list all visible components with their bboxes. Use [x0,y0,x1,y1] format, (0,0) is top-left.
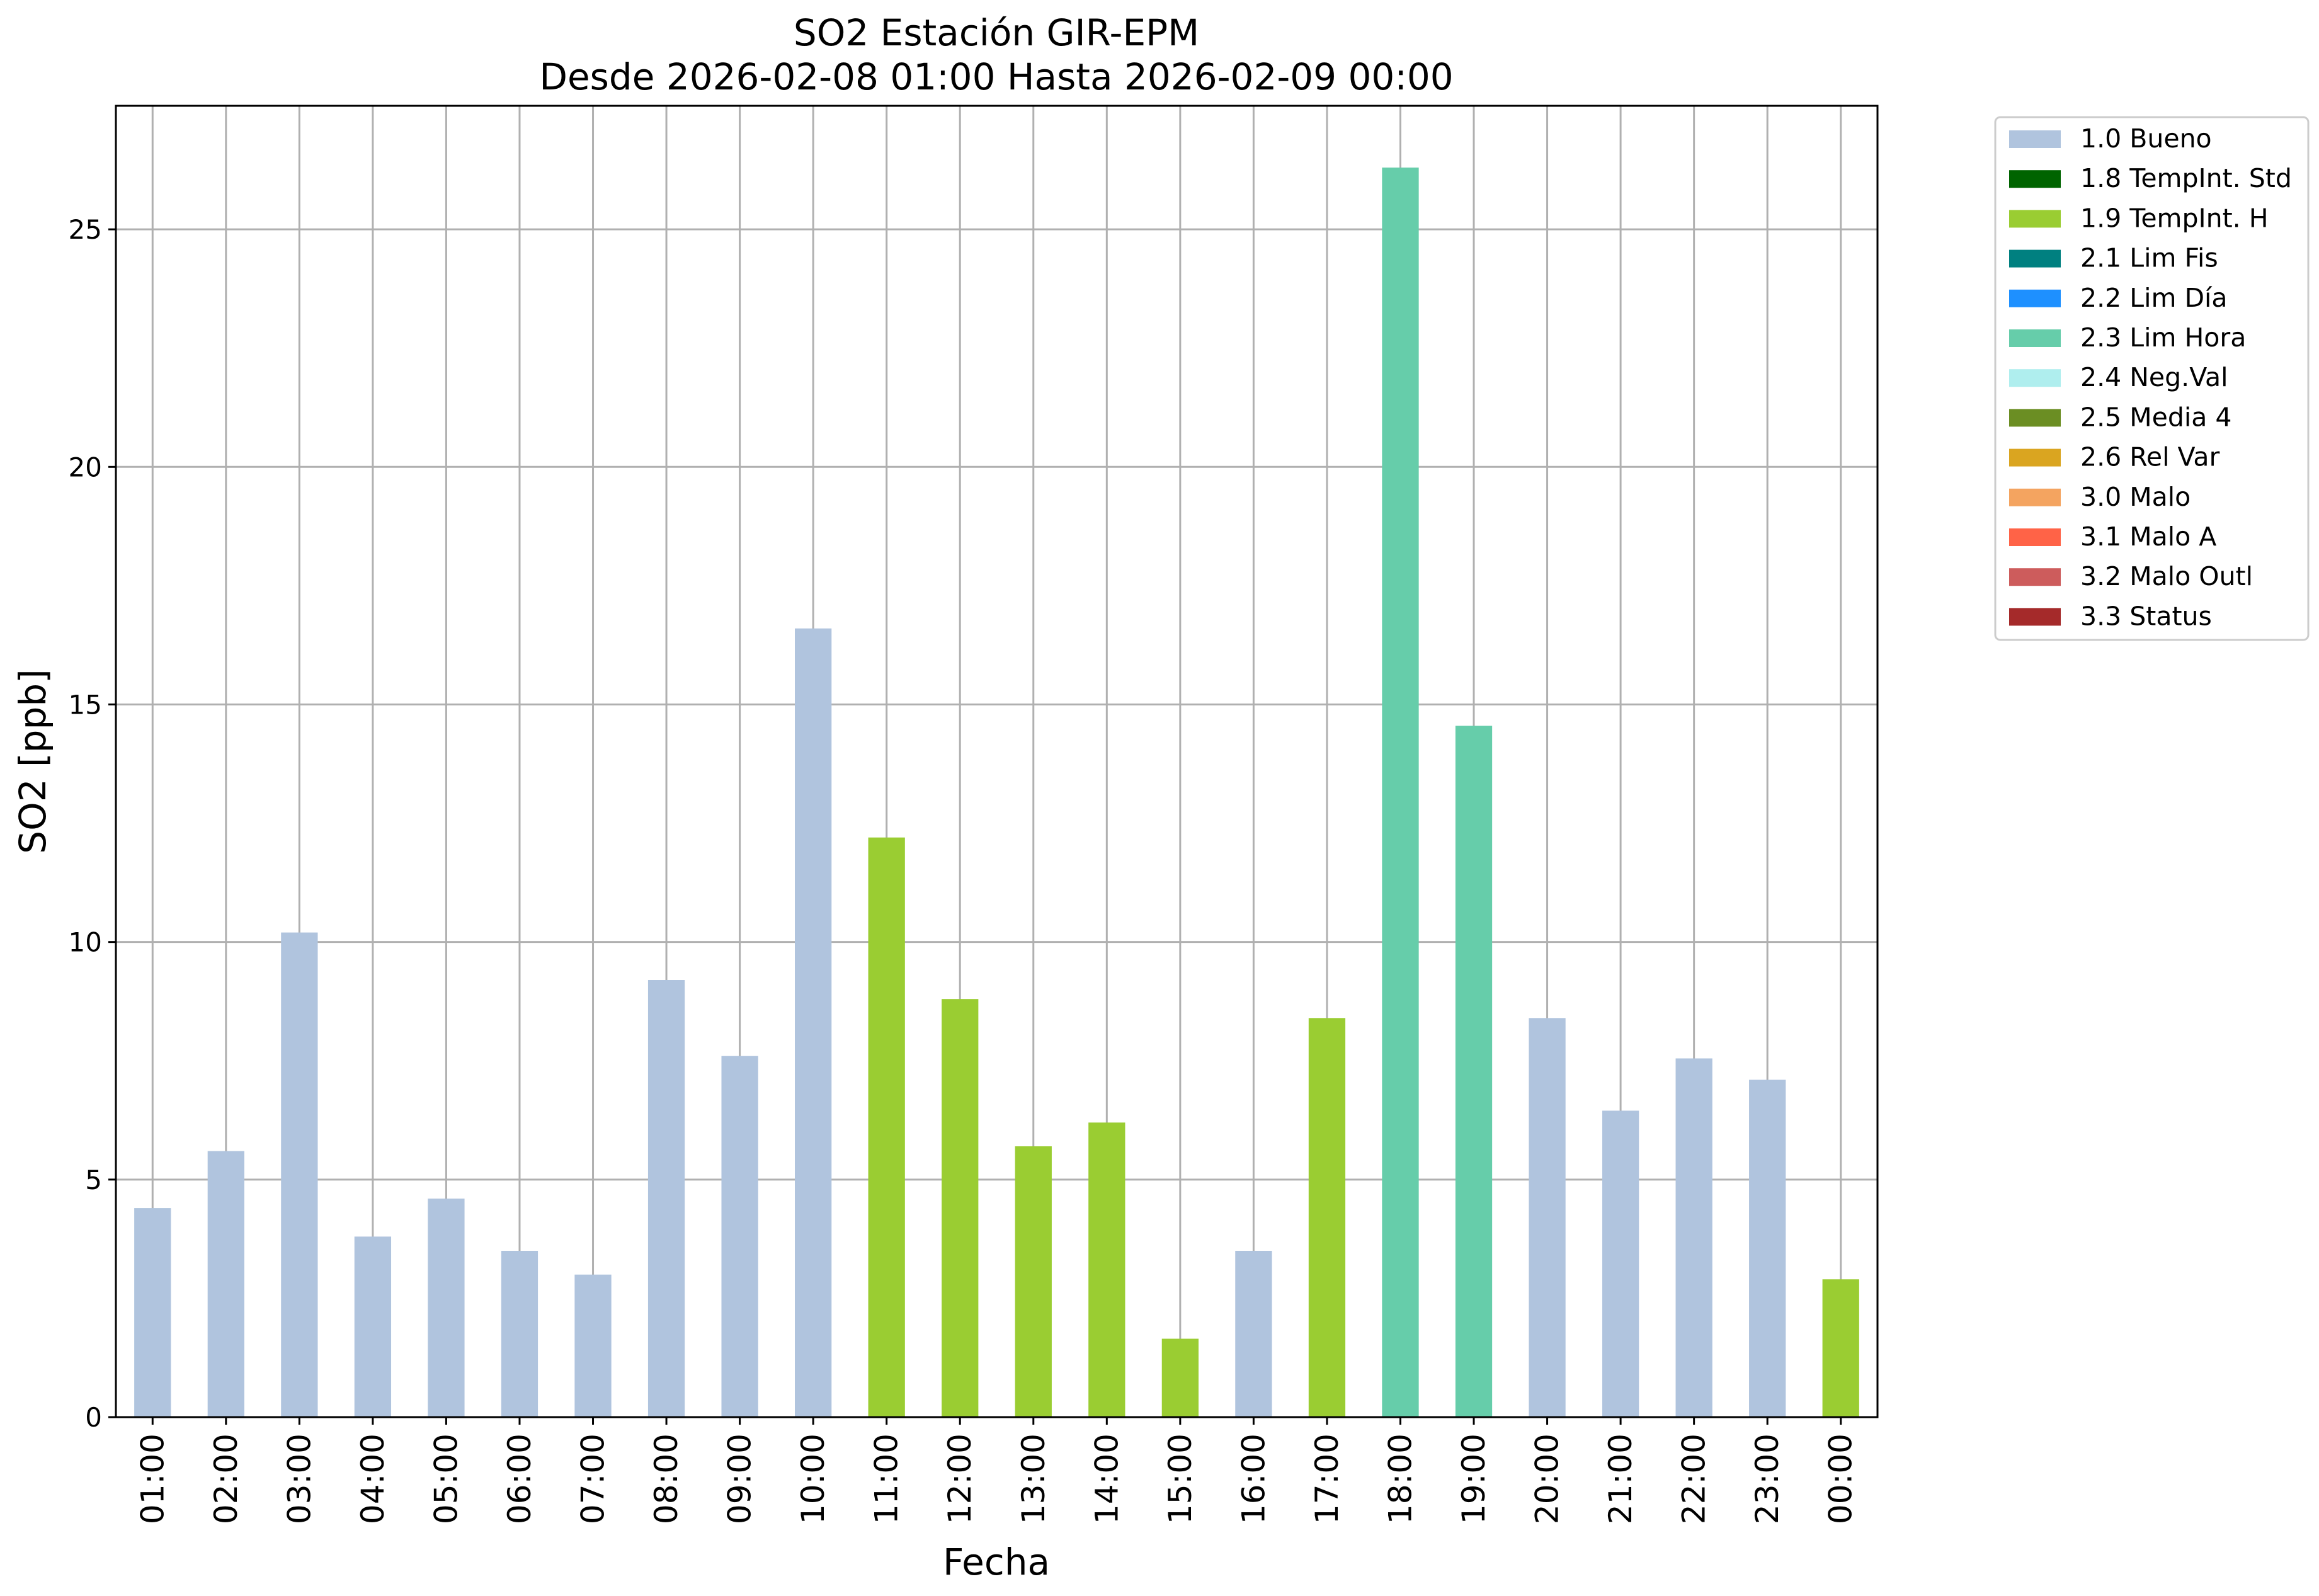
y-tick-label: 5 [85,1165,102,1195]
bar-2300 [1749,1080,1786,1417]
x-tick-label: 12:00 [942,1434,978,1524]
x-tick-label: 05:00 [428,1434,464,1524]
legend-swatch [2009,170,2061,188]
bar-1600 [1235,1250,1272,1417]
x-tick-label: 00:00 [1823,1434,1859,1524]
bar-1700 [1308,1018,1346,1417]
bar-0900 [721,1056,758,1417]
legend-swatch [2009,608,2061,626]
x-tick-label: 22:00 [1676,1434,1712,1524]
legend-label: 2.3 Lim Hora [2080,322,2246,353]
chart-title: SO2 Estación GIR-EPM [794,11,1199,54]
legend: 1.0 Bueno 1.8 TempInt. Std 1.9 TempInt. H 2… [1994,116,2310,641]
legend-swatch [2009,448,2061,467]
x-tick-label: 15:00 [1162,1434,1199,1524]
bars [134,168,1859,1418]
y-axis-ticks: 0 5 10 15 20 25 [69,214,116,1433]
x-axis-label: Fecha [943,1541,1050,1583]
legend-label: 3.1 Malo A [2080,522,2216,552]
legend-label: 2.6 Rel Var [2080,442,2220,472]
bar-0400 [354,1236,392,1417]
legend-swatch [2009,409,2061,427]
legend-label: 3.3 Status [2080,601,2212,631]
bar-1400 [1088,1122,1125,1417]
bar-0200 [207,1151,244,1417]
x-tick-label: 19:00 [1456,1434,1492,1524]
legend-swatch [2009,568,2061,586]
legend-label: 3.0 Malo [2080,482,2191,512]
y-tick-label: 0 [85,1402,102,1433]
legend-label: 2.2 Lim Día [2080,283,2228,313]
x-tick-label: 06:00 [501,1434,538,1524]
legend-label: 2.5 Media 4 [2080,402,2232,432]
legend-label: 3.2 Malo Outl [2080,561,2253,591]
x-tick-label: 02:00 [208,1434,244,1524]
x-tick-label: 13:00 [1015,1434,1052,1524]
x-tick-label: 07:00 [575,1434,612,1524]
x-tick-label: 04:00 [355,1434,391,1524]
legend-frame [1994,116,2310,641]
bar-1300 [1015,1146,1052,1417]
y-axis-label: SO2 [ppb] [11,669,54,854]
x-tick-label: 01:00 [134,1434,171,1524]
bar-1200 [942,999,979,1417]
y-tick-label: 20 [69,452,102,482]
bar-0000 [1822,1279,1859,1417]
bar-0300 [281,932,318,1417]
plot-frame [115,105,1879,1418]
y-tick-label: 25 [69,214,102,245]
bar-1000 [795,628,832,1417]
x-tick-label: 09:00 [722,1434,758,1524]
bar-0600 [501,1250,538,1417]
bar-2200 [1675,1058,1712,1417]
bar-2100 [1602,1110,1639,1417]
legend-label: 1.8 TempInt. Std [2080,163,2292,193]
legend-swatch [2009,329,2061,347]
legend-swatch [2009,130,2061,148]
y-tick-label: 15 [69,689,102,720]
x-tick-label: 16:00 [1235,1434,1272,1524]
x-tick-label: 03:00 [281,1434,317,1524]
bar-1900 [1455,726,1493,1417]
bar-0500 [428,1199,465,1417]
legend-label: 2.1 Lim Fis [2080,243,2218,273]
x-tick-label: 10:00 [795,1434,831,1524]
bar-1100 [868,837,905,1417]
legend-swatch [2009,369,2061,387]
x-tick-label: 21:00 [1602,1434,1639,1524]
x-tick-label: 20:00 [1529,1434,1566,1524]
bar-0800 [647,980,685,1417]
legend-swatch [2009,210,2061,228]
bar-0700 [574,1274,612,1417]
bar-1800 [1382,168,1419,1418]
x-tick-label: 14:00 [1088,1434,1125,1524]
chart-subtitle: Desde 2026-02-08 01:00 Hasta 2026-02-09 … [539,55,1453,98]
legend-swatch [2009,528,2061,546]
bar-0100 [134,1208,171,1417]
x-tick-label: 18:00 [1382,1434,1418,1524]
bar-1500 [1161,1338,1199,1417]
y-tick-label: 10 [69,927,102,958]
x-tick-label: 08:00 [648,1434,685,1524]
x-tick-label: 17:00 [1309,1434,1345,1524]
legend-swatch [2009,249,2061,268]
legend-swatch [2009,289,2061,307]
x-tick-label: 23:00 [1749,1434,1786,1524]
legend-swatch [2009,488,2061,506]
x-axis-ticks: 01:00 02:00 03:00 04:00 05:00 06:00 07:00 08:00… [134,1417,1859,1524]
x-tick-label: 11:00 [869,1434,905,1524]
legend-label: 2.4 Neg.Val [2080,362,2228,392]
legend-label: 1.0 Bueno [2080,123,2212,154]
legend-label: 1.9 TempInt. H [2080,203,2269,233]
bar-2000 [1529,1018,1566,1417]
